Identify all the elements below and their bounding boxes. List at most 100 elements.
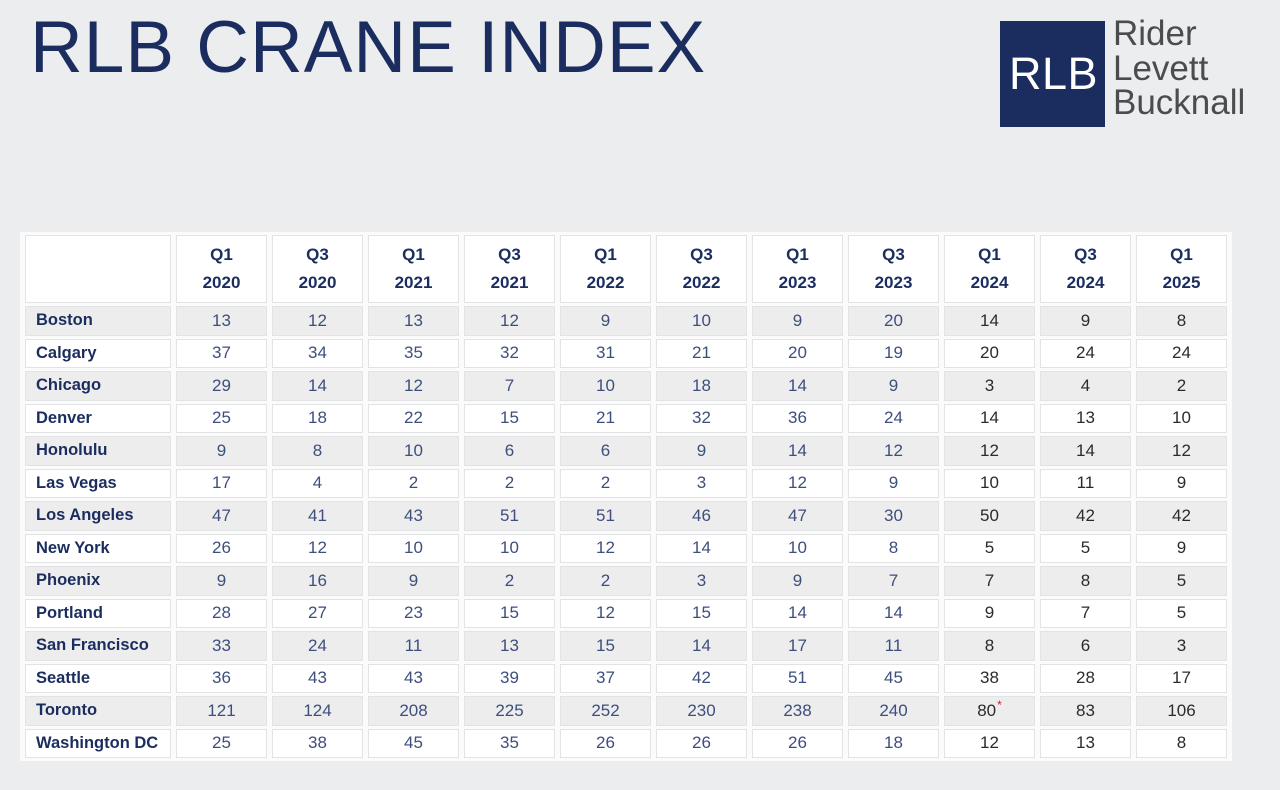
data-cell: 238 (752, 696, 843, 726)
data-cell: 10 (368, 533, 459, 563)
data-cell: 124 (272, 696, 363, 726)
data-cell: 7 (944, 566, 1035, 596)
column-header-q3-2020: Q3 2020 (272, 235, 363, 303)
logo-name-line-1: Rider (1113, 14, 1197, 53)
data-cell: 51 (752, 663, 843, 693)
row-label: Denver (25, 403, 171, 433)
data-cell: 10 (656, 306, 747, 336)
data-cell: 13 (1040, 403, 1131, 433)
data-cell: 10 (368, 436, 459, 466)
data-cell: 15 (464, 403, 555, 433)
data-cell: 41 (272, 501, 363, 531)
data-cell: 10 (464, 533, 555, 563)
data-cell: 12 (272, 533, 363, 563)
data-cell: 47 (752, 501, 843, 531)
data-cell: 3 (656, 566, 747, 596)
crane-index-table: Q1 2020 Q3 2020 Q1 2021 Q3 2021 Q1 2022 Q3 2022 Q1 20… (20, 232, 1232, 761)
data-cell: 8 (1136, 306, 1227, 336)
column-header-q3-2024: Q3 2024 (1040, 235, 1131, 303)
table-row-new-york: New York 26 12 10 10 12 14 10 8 5 5 9 (25, 533, 1227, 563)
data-cell: 2 (1136, 371, 1227, 401)
column-header-q1-2020: Q1 2020 (176, 235, 267, 303)
data-cell: 6 (464, 436, 555, 466)
data-cell: 8 (1136, 728, 1227, 758)
data-cell: 20 (752, 338, 843, 368)
data-cell: 5 (944, 533, 1035, 563)
data-cell: 9 (1136, 533, 1227, 563)
data-cell: 7 (848, 566, 939, 596)
column-header-q3-2022: Q3 2022 (656, 235, 747, 303)
table-row-chicago: Chicago 29 14 12 7 10 18 14 9 3 4 2 (25, 371, 1227, 401)
data-cell: 26 (560, 728, 651, 758)
data-cell: 4 (272, 468, 363, 498)
data-cell: 9 (944, 598, 1035, 628)
logo-name-line-2: Levett (1113, 48, 1209, 88)
row-label: Chicago (25, 371, 171, 401)
data-cell: 106 (1136, 696, 1227, 726)
data-cell: 39 (464, 663, 555, 693)
data-cell: 9 (176, 566, 267, 596)
data-cell: 47 (176, 501, 267, 531)
data-cell: 13 (176, 306, 267, 336)
data-cell: 20 (848, 306, 939, 336)
data-cell: 38 (944, 663, 1035, 693)
data-cell: 15 (560, 631, 651, 661)
data-cell: 2 (560, 566, 651, 596)
logo-name-line-3: Bucknall (1113, 83, 1246, 122)
data-cell: 13 (464, 631, 555, 661)
footnote-asterisk: * (997, 698, 1002, 713)
data-cell: 12 (272, 306, 363, 336)
table-row-los-angeles: Los Angeles 47 41 43 51 51 46 47 30 50 42 42 (25, 501, 1227, 531)
row-label: Toronto (25, 696, 171, 726)
data-cell: 11 (368, 631, 459, 661)
data-cell: 24 (848, 403, 939, 433)
data-cell: 121 (176, 696, 267, 726)
rlb-logo: RLB Rider Levett Bucknall (1000, 16, 1245, 127)
data-cell: 30 (848, 501, 939, 531)
data-cell: 25 (176, 403, 267, 433)
data-cell: 46 (656, 501, 747, 531)
data-cell: 11 (848, 631, 939, 661)
column-header-q1-2022: Q1 2022 (560, 235, 651, 303)
data-cell: 25 (176, 728, 267, 758)
data-cell: 14 (752, 436, 843, 466)
data-cell: 24 (1136, 338, 1227, 368)
column-header-q1-2025: Q1 2025 (1136, 235, 1227, 303)
data-cell: 80* (944, 696, 1035, 726)
data-cell: 9 (176, 436, 267, 466)
data-cell: 9 (752, 566, 843, 596)
row-label: Washington DC (25, 728, 171, 758)
data-cell: 230 (656, 696, 747, 726)
row-label: Portland (25, 598, 171, 628)
data-cell: 26 (656, 728, 747, 758)
page-header: RLB CRANE INDEX RLB Rider Levett Bucknal… (0, 0, 1280, 150)
data-cell: 31 (560, 338, 651, 368)
data-cell: 37 (560, 663, 651, 693)
table-row-calgary: Calgary 37 34 35 32 31 21 20 19 20 24 24 (25, 338, 1227, 368)
data-cell: 5 (1136, 598, 1227, 628)
data-cell: 36 (176, 663, 267, 693)
data-cell: 15 (464, 598, 555, 628)
data-cell: 13 (368, 306, 459, 336)
table-row-boston: Boston 13 12 13 12 9 10 9 20 14 9 8 (25, 306, 1227, 336)
data-cell: 2 (560, 468, 651, 498)
data-cell: 51 (464, 501, 555, 531)
data-cell: 18 (848, 728, 939, 758)
column-header-q1-2023: Q1 2023 (752, 235, 843, 303)
data-cell: 45 (368, 728, 459, 758)
column-header-q1-2021: Q1 2021 (368, 235, 459, 303)
data-cell: 83 (1040, 696, 1131, 726)
data-cell: 35 (368, 338, 459, 368)
data-cell: 14 (272, 371, 363, 401)
data-cell: 225 (464, 696, 555, 726)
rlb-logo-company-name: Rider Levett Bucknall (1113, 14, 1246, 127)
data-cell: 16 (272, 566, 363, 596)
table-row-san-francisco: San Francisco 33 24 11 13 15 14 17 11 8 6 3 (25, 631, 1227, 661)
row-label: Honolulu (25, 436, 171, 466)
data-cell: 23 (368, 598, 459, 628)
page-title: RLB CRANE INDEX (30, 7, 707, 88)
table-header-row: Q1 2020 Q3 2020 Q1 2021 Q3 2021 Q1 2022 Q3 2022 Q1 20… (25, 235, 1227, 303)
data-cell: 22 (368, 403, 459, 433)
data-cell: 12 (368, 371, 459, 401)
data-cell: 10 (560, 371, 651, 401)
